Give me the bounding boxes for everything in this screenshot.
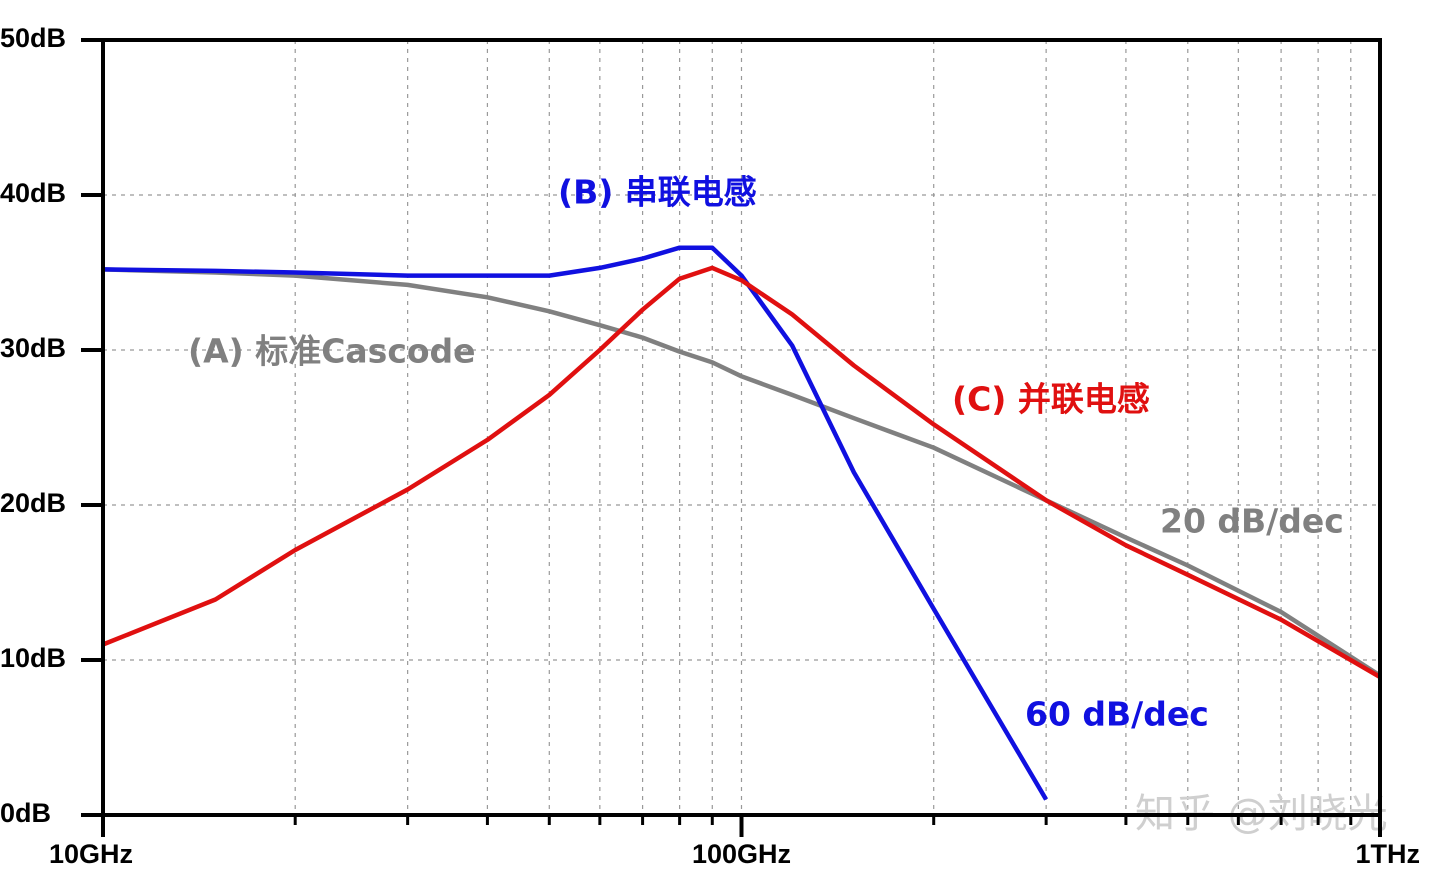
annotation: 60 dB/dec [1025,695,1209,734]
annotation: (C) 并联电感 [952,380,1150,419]
y-tick-label: 40dB [0,178,66,208]
x-tick-label: 100GHz [692,839,791,869]
series-line [102,267,1382,678]
x-tick-label: 1THz [1355,839,1420,869]
annotation: (B) 串联电感 [558,173,757,212]
y-tick-label: 0dB [0,798,51,828]
annotation: 20 dB/dec [1160,502,1344,541]
x-tick-label: 10GHz [49,839,133,869]
annotation: (A) 标准Cascode [188,332,476,371]
y-tick-label: 20dB [0,488,66,518]
y-tick-label: 10dB [0,643,66,673]
series-line [102,265,1382,679]
y-tick-label: 50dB [0,23,66,53]
y-tick-label: 30dB [0,333,66,363]
series-line [102,245,1049,801]
